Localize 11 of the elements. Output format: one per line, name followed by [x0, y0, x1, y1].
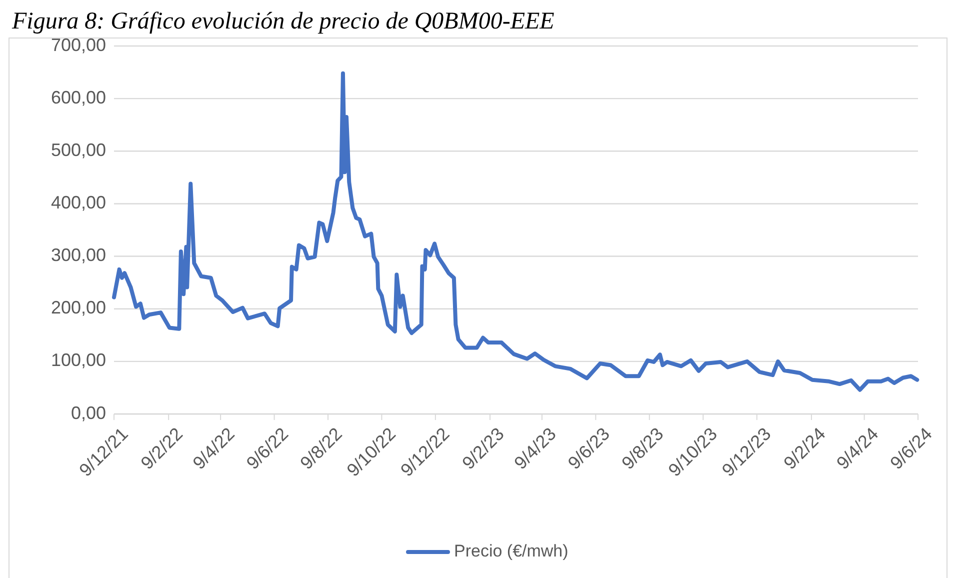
y-tick-label: 600,00: [50, 87, 106, 108]
y-tick-label: 400,00: [50, 192, 106, 212]
y-tick-label: 200,00: [50, 298, 106, 318]
y-tick-label: 500,00: [50, 140, 106, 160]
y-tick-label: 0,00: [70, 402, 106, 423]
line-series: [112, 71, 920, 392]
chart-title: Figura 8: Gráfico evolución de precio de Q0BM00-EEE: [11, 8, 555, 34]
y-tick-label: 700,00: [50, 34, 106, 55]
y-tick-label: 100,00: [50, 350, 106, 370]
y-tick-label: 300,00: [50, 245, 106, 266]
legend-label: Precio (€/mwh): [454, 541, 568, 560]
